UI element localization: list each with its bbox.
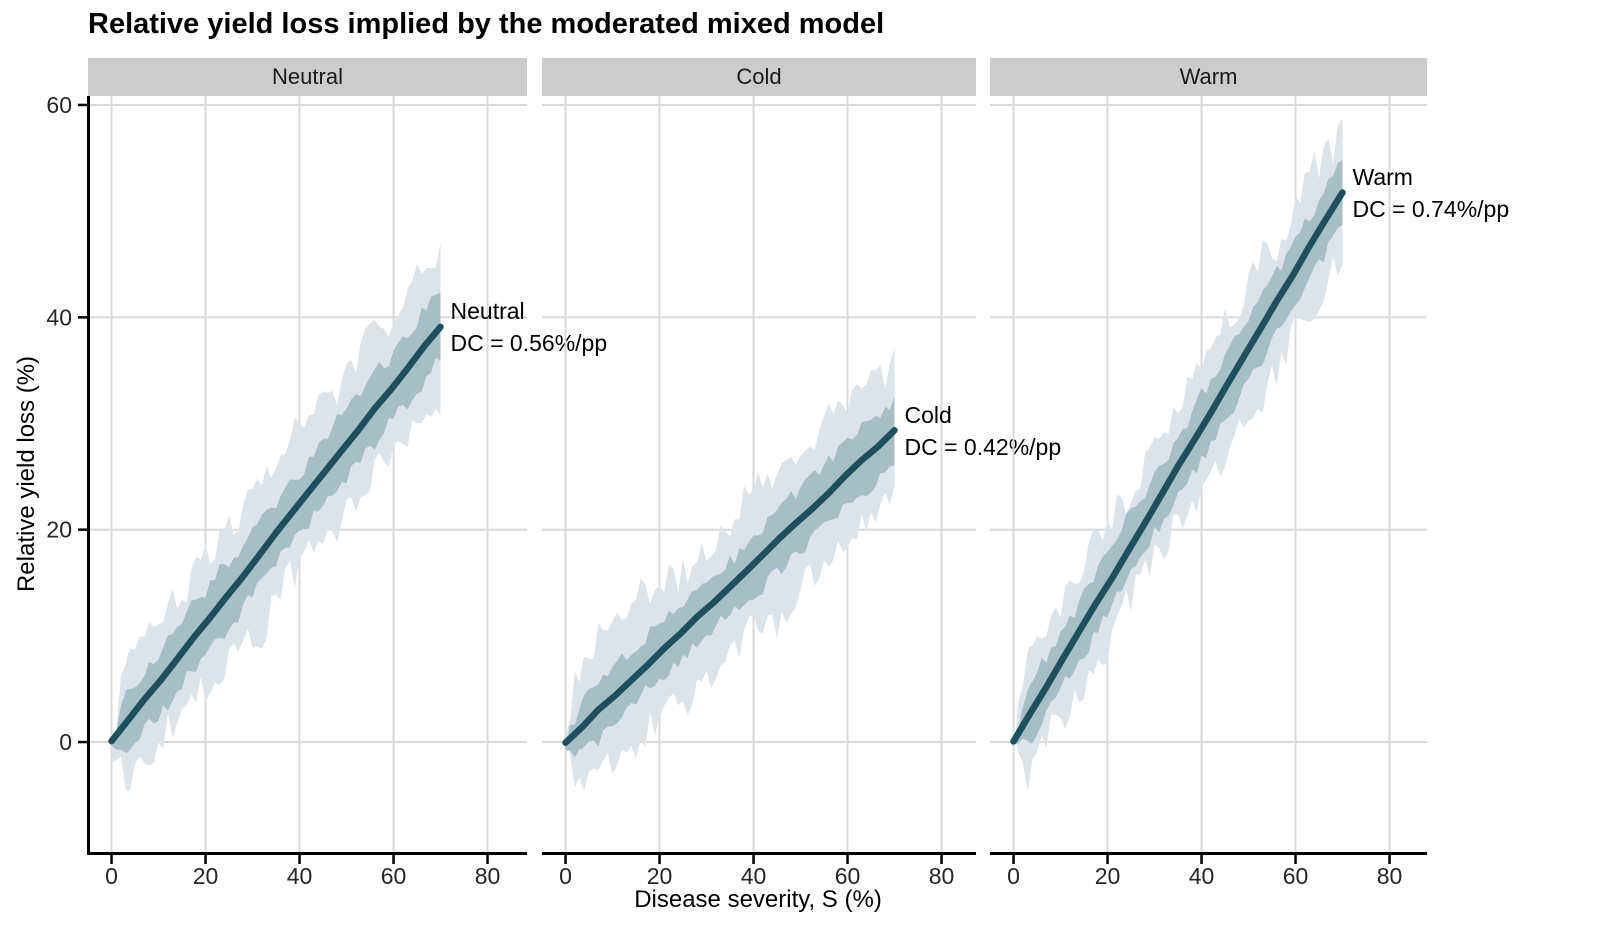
chart-title: Relative yield loss implied by the moder… (88, 8, 885, 40)
y-tick (78, 316, 87, 319)
x-tick-label: 20 (193, 863, 219, 889)
facet-strip-cold: Cold (542, 58, 976, 96)
y-axis-line (87, 96, 90, 855)
y-tick-label: 20 (46, 517, 72, 543)
x-tick (846, 855, 849, 864)
gridline-x (940, 96, 943, 852)
y-tick (78, 103, 87, 107)
x-tick (940, 855, 943, 864)
gridline-x (752, 96, 755, 852)
annotation-line-neutral: DC = 0.56%/pp (451, 330, 608, 356)
y-tick-label: 60 (46, 92, 72, 118)
gridline-x (1012, 96, 1015, 852)
x-tick-label: 60 (381, 863, 407, 889)
x-axis-line (542, 852, 976, 855)
x-tick-label: 60 (835, 863, 861, 889)
gridline-x (564, 96, 567, 852)
y-tick-label: 0 (59, 729, 72, 755)
x-tick (1200, 855, 1203, 864)
x-tick-label: 40 (287, 863, 313, 889)
gridline-x (486, 96, 489, 852)
x-tick (752, 855, 755, 864)
x-tick (110, 855, 113, 864)
gridline-x (1294, 96, 1297, 852)
gridline-y (88, 316, 527, 319)
annotation-line-cold: Cold (905, 402, 952, 428)
gridline-x (1106, 96, 1109, 852)
y-tick-label: 40 (46, 304, 72, 330)
gridline-y (88, 104, 527, 106)
gridline-x (658, 96, 661, 852)
x-axis-line (990, 852, 1427, 855)
x-tick-label: 0 (105, 863, 118, 889)
x-tick (658, 855, 661, 864)
gridline-y (990, 741, 1427, 743)
facet-strip-neutral: Neutral (88, 58, 527, 96)
x-tick (1106, 855, 1109, 864)
gridline-y (542, 316, 976, 319)
trend-line (1010, 189, 1346, 745)
x-tick-label: 20 (1095, 863, 1121, 889)
gridline-x (110, 96, 113, 852)
annotation-line-neutral: Neutral (451, 298, 525, 324)
x-tick-label: 0 (1007, 863, 1020, 889)
x-tick-label: 80 (475, 863, 501, 889)
gridline-y (542, 741, 976, 743)
x-axis-title: Disease severity, S (%) (634, 886, 882, 913)
x-tick (1294, 855, 1297, 864)
x-tick-label: 80 (929, 863, 955, 889)
confidence-ribbon-inner (565, 396, 895, 758)
x-tick (564, 855, 567, 864)
annotation-line-cold: DC = 0.42%/pp (905, 434, 1062, 460)
x-axis-line (88, 852, 527, 855)
gridline-x (392, 96, 395, 852)
gridline-y (88, 741, 527, 743)
x-tick-label: 0 (559, 863, 572, 889)
x-tick-label: 40 (1189, 863, 1215, 889)
x-tick-label: 60 (1283, 863, 1309, 889)
y-tick (78, 528, 87, 531)
x-tick (204, 855, 207, 864)
x-tick-label: 40 (741, 863, 767, 889)
gridline-y (542, 104, 976, 106)
trend-line (562, 427, 898, 746)
x-tick-label: 20 (647, 863, 673, 889)
gridline-x (204, 96, 207, 852)
facet-strip-warm: Warm (990, 58, 1427, 96)
y-axis-title: Relative yield loss (%) (13, 355, 40, 593)
annotation-line-warm: Warm (1353, 164, 1413, 190)
gridline-x (1388, 96, 1391, 852)
x-tick (1388, 855, 1391, 864)
annotation-line-warm: DC = 0.74%/pp (1353, 196, 1510, 222)
x-tick (1012, 855, 1015, 864)
y-tick (78, 740, 87, 744)
gridline-y (990, 528, 1427, 531)
trend-line (108, 323, 444, 745)
x-tick (486, 855, 489, 864)
x-tick (298, 855, 301, 864)
gridline-y (990, 316, 1427, 319)
x-tick-label: 80 (1377, 863, 1403, 889)
gridline-y (990, 104, 1427, 106)
x-tick (392, 855, 395, 864)
